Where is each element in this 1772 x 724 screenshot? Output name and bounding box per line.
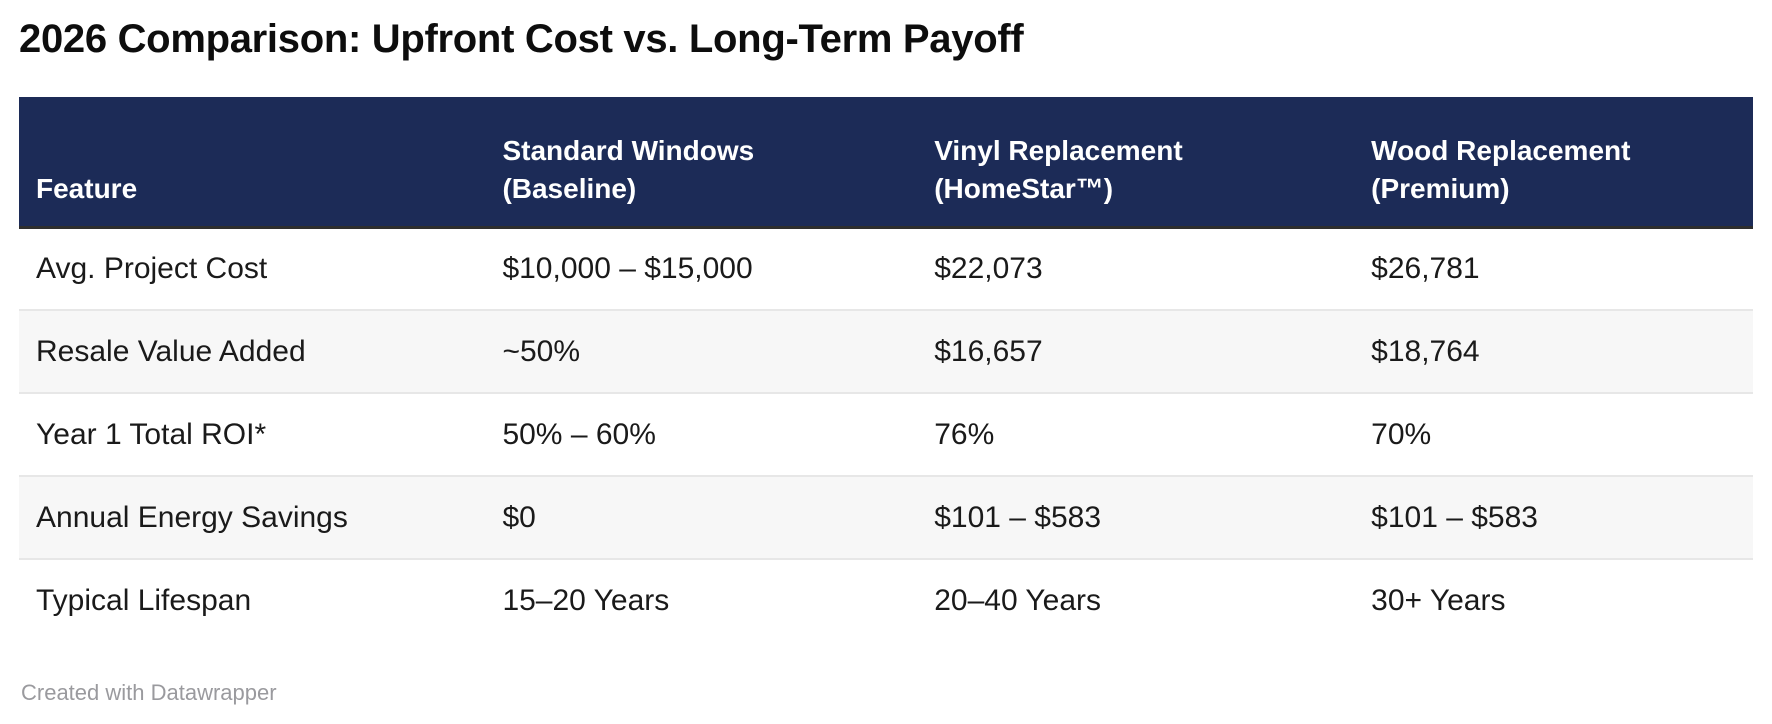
footer: Created with Datawrapper [21, 680, 1753, 706]
table-row-3: Annual Energy Savings $0 $101 – $583 $101 –… [19, 475, 1753, 559]
row-4-col-2-value: 20–40 Years [917, 558, 1355, 642]
row-3-feature-label: Annual Energy Savings [19, 475, 486, 559]
table-row-4: Typical Lifespan 15–20 Years 20–40 Years 30… [19, 558, 1753, 642]
column-header-0: Feature [19, 97, 486, 229]
row-2-feature-label: Year 1 Total ROI* [19, 392, 486, 476]
row-0-col-2-value: $22,073 [934, 251, 1043, 285]
column-header-2: Vinyl Replacement (HomeStar™) [917, 97, 1355, 229]
row-1-feature-label: Resale Value Added [19, 309, 486, 393]
datawrapper-table-page: 2026 Comparison: Upfront Cost vs. Long-T… [0, 16, 1772, 706]
row-1-col-2-value: $16,657 [917, 309, 1355, 393]
table-body: Avg. Project Cost $10,000 – $15,000 $22,07… [19, 227, 1753, 642]
table-row-1: Resale Value Added ~50% $16,657 $18,764 [19, 309, 1753, 393]
row-4-col-1-value: 15–20 Years [485, 558, 918, 642]
table-header-row: Feature Standard Windows (Baseline) Vinyl … [19, 97, 1753, 229]
column-header-1: Standard Windows (Baseline) [485, 97, 918, 229]
row-2-col-3-value: 70% [1354, 392, 1753, 476]
row-0-col-1-value: $10,000 – $15,000 [502, 251, 753, 285]
row-3-col-1-value: $0 [485, 475, 918, 559]
page-title: 2026 Comparison: Upfront Cost vs. Long-T… [19, 17, 1024, 61]
comparison-table: Feature Standard Windows (Baseline) Vinyl … [19, 97, 1753, 642]
row-2-col-1-value: 50% – 60% [485, 392, 918, 476]
row-0-feature-label: Avg. Project Cost [36, 251, 268, 285]
row-4-col-3-value: 30+ Years [1354, 558, 1753, 642]
row-3-col-2-value: $101 – $583 [917, 475, 1355, 559]
row-1-col-3-value: $18,764 [1354, 309, 1753, 393]
row-2-col-2-value: 76% [917, 392, 1355, 476]
datawrapper-credit-link[interactable]: Created with Datawrapper [21, 680, 277, 705]
row-4-feature-label: Typical Lifespan [19, 558, 486, 642]
table-head: Feature Standard Windows (Baseline) Vinyl … [19, 97, 1753, 229]
row-0-col-3-value: $26,781 [1371, 251, 1480, 285]
column-header-3: Wood Replacement (Premium) [1354, 97, 1753, 229]
row-3-col-3-value: $101 – $583 [1354, 475, 1753, 559]
row-1-col-1-value: ~50% [485, 309, 918, 393]
table-row-2: Year 1 Total ROI* 50% – 60% 76% 70% [19, 392, 1753, 476]
table-row-0: Avg. Project Cost $10,000 – $15,000 $22,07… [19, 227, 1753, 310]
